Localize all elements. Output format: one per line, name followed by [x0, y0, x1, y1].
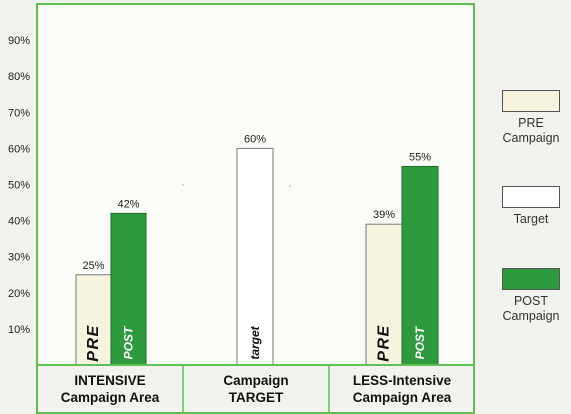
legend-item-target: Target [494, 186, 568, 227]
category-label-line: INTENSIVE [74, 373, 146, 388]
bar-inner-label: POST [122, 325, 136, 359]
category-label-box [36, 364, 475, 414]
bar-value-label: 60% [244, 133, 266, 145]
bar-value-label: 55% [409, 151, 431, 163]
bar-inner-label: PRE [376, 324, 393, 361]
category-label-line: Campaign [223, 373, 289, 388]
legend-label-target: Target [513, 212, 549, 226]
legend-swatch-post [502, 268, 560, 290]
bar-post [110, 212, 147, 366]
category-label-line: LESS-Intensive [352, 373, 452, 388]
legend-swatch-pre [502, 90, 560, 112]
category-label: LESS-Intensive Campaign Area [329, 372, 475, 406]
legend-label-pre: PRE Campaign [502, 116, 560, 145]
y-tick-label: 70% [8, 107, 30, 119]
legend-swatch-target [502, 186, 560, 208]
grid-dot [182, 184, 184, 186]
y-tick-label: 60% [8, 143, 30, 155]
bar-inner-label: PRE [85, 324, 102, 361]
y-tick-label: 90% [8, 35, 30, 47]
category-label-line: Campaign Area [352, 390, 452, 405]
category-label: INTENSIVE Campaign Area [37, 372, 183, 406]
y-tick-label: 30% [8, 252, 30, 264]
bar-value-label: 39% [373, 209, 395, 221]
bar-target [236, 147, 274, 366]
category-label-line: Campaign Area [60, 390, 160, 405]
y-tick-label: 50% [8, 180, 30, 192]
y-tick-label: 20% [8, 288, 30, 300]
bar-post [401, 165, 439, 366]
y-tick-label: 10% [8, 324, 30, 336]
bar-value-label: 42% [117, 198, 139, 210]
legend-item-post: POST Campaign [494, 268, 568, 324]
category-label-line: TARGET [228, 390, 284, 405]
bar-pre [75, 274, 112, 366]
grid-dot [289, 185, 291, 187]
bar-inner-label: POST [413, 325, 427, 359]
legend-label-post: POST Campaign [502, 294, 560, 323]
y-tick-label: 80% [8, 71, 30, 83]
bar-value-label: 25% [82, 260, 104, 272]
category-label: Campaign TARGET [183, 372, 329, 406]
bar-inner-label: target [248, 325, 262, 359]
legend-item-pre: PRE Campaign [494, 90, 568, 146]
y-tick-label: 40% [8, 216, 30, 228]
